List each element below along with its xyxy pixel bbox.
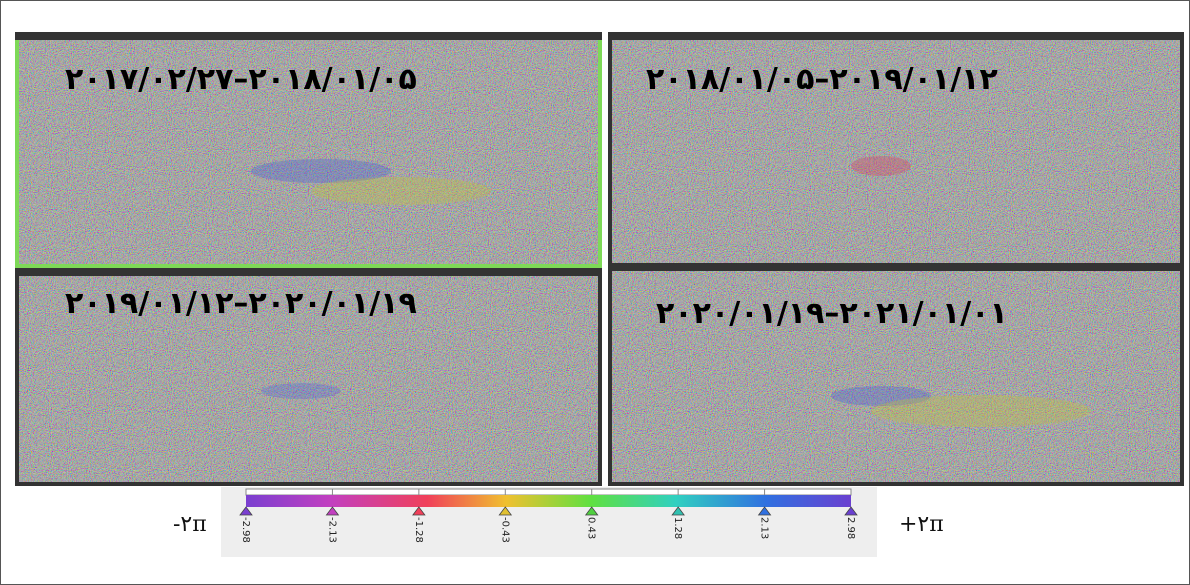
deformation [311, 177, 491, 205]
haze [19, 40, 598, 264]
tick-marker [498, 506, 513, 516]
interferogram [19, 276, 598, 482]
panel-label: ۲۰۱۹/۰۱/۱۲–۲۰۲۰/۰۱/۱۹ [65, 286, 417, 321]
deformation [831, 386, 931, 406]
tick-label: 0.43 [586, 517, 597, 539]
haze [612, 40, 1180, 264]
panel-label: ۲۰۱۷/۰۲/۲۷–۲۰۱۸/۰۱/۰۵ [65, 62, 417, 97]
tick-marker [757, 506, 772, 516]
deformation [261, 383, 341, 399]
tick-label: 2.13 [759, 517, 770, 539]
deformation [251, 159, 391, 183]
panel: ۲۰۲۰/۰۱/۱۹–۲۰۲۱/۰۱/۰۱ [608, 263, 1184, 486]
panel: ۲۰۱۷/۰۲/۲۷–۲۰۱۸/۰۱/۰۵ [15, 32, 602, 268]
tick-marker [412, 506, 426, 516]
deformation [871, 395, 1091, 427]
panel-topbar [608, 32, 1184, 40]
panel-topbar [608, 263, 1184, 271]
interferogram [612, 40, 1180, 264]
tick-label: -0.43 [499, 517, 510, 543]
tick-marker [584, 506, 599, 516]
tick-marker [325, 506, 340, 516]
interferogram [19, 40, 598, 264]
panel: ۲۰۱۸/۰۱/۰۵–۲۰۱۹/۰۱/۱۲ [608, 32, 1184, 268]
tick-label: -2.13 [326, 517, 337, 543]
haze [612, 271, 1180, 482]
haze [19, 276, 598, 482]
panel-topbar [15, 32, 602, 40]
min-label: -۲π [173, 512, 207, 537]
tick-marker [671, 506, 685, 516]
tick-label: 1.28 [672, 517, 683, 539]
interferogram [612, 271, 1180, 482]
tick-marker [844, 506, 858, 516]
panel: ۲۰۱۹/۰۱/۱۲–۲۰۲۰/۰۱/۱۹ [15, 268, 602, 486]
tick-marker [239, 506, 253, 516]
colorbar-frame [245, 488, 852, 496]
max-label: +۲π [899, 512, 944, 537]
panel-label: ۲۰۲۰/۰۱/۱۹–۲۰۲۱/۰۱/۰۱ [656, 296, 1008, 331]
tick-label: 2.98 [845, 517, 856, 539]
colorbar [246, 495, 851, 507]
tick-label: -2.98 [240, 517, 251, 543]
panel-topbar [15, 268, 602, 276]
tick-label: -1.28 [413, 517, 424, 543]
deformation [851, 156, 911, 176]
panel-label: ۲۰۱۸/۰۱/۰۵–۲۰۱۹/۰۱/۱۲ [646, 62, 998, 97]
